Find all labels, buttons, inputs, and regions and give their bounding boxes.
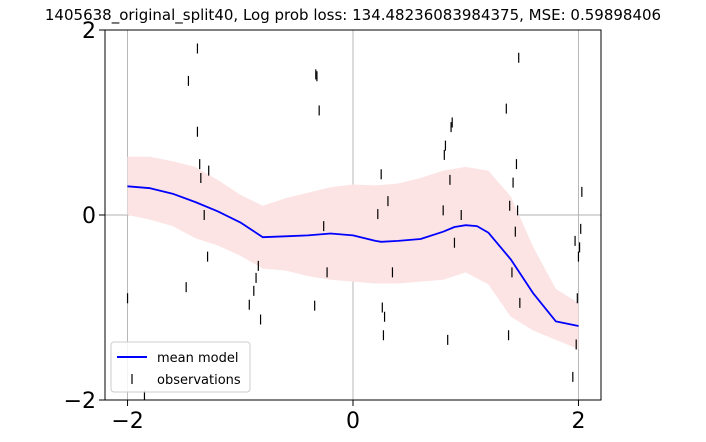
confidence-band-layer [127,156,579,350]
y-tick-label: 0 [82,204,96,229]
x-tick-label: 2 [571,409,585,434]
y-tick-label: −2 [64,389,96,414]
chart-title: 1405638_original_split40, Log prob loss:… [44,6,662,24]
mean-model-layer [127,185,579,327]
legend: mean model observations [110,341,251,393]
axis-ticks: −2 0 2 −2 0 2 [64,19,586,434]
legend-observations-label: observations [157,373,241,388]
legend-mean-label: mean model [157,351,238,366]
observations-layer [126,43,583,401]
x-tick-label: 0 [346,409,360,434]
legend-box [110,341,251,393]
y-tick-label: 2 [82,19,96,44]
x-tick-label: −2 [111,409,143,434]
confidence-band [127,156,579,350]
mean-model-line [127,185,579,327]
